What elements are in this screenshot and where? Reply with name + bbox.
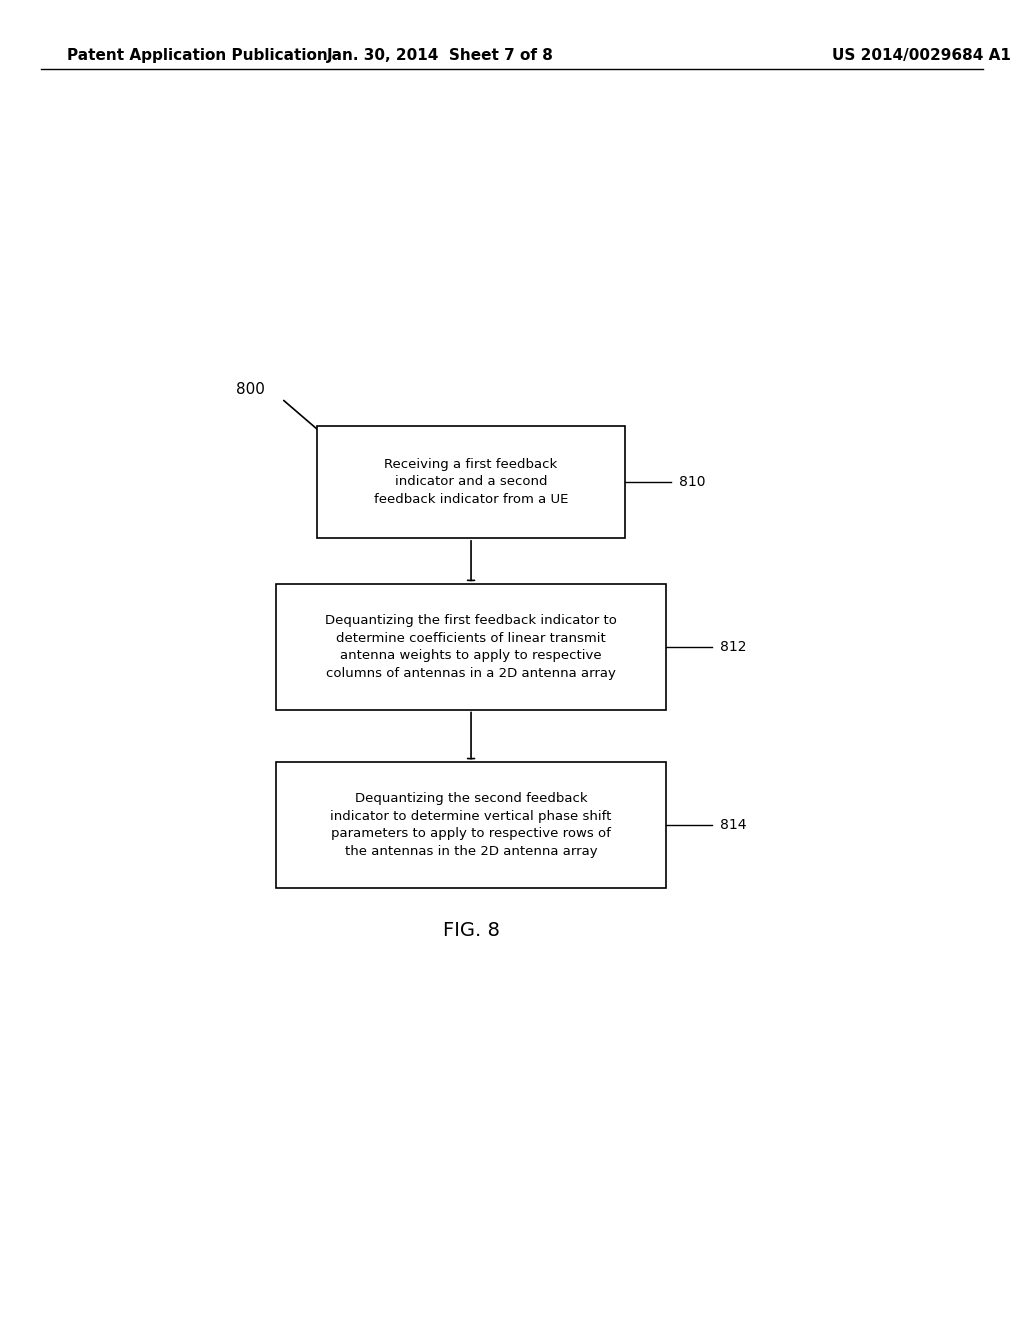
Text: Dequantizing the first feedback indicator to
determine coefficients of linear tr: Dequantizing the first feedback indicato…: [325, 614, 617, 680]
Text: 812: 812: [720, 640, 746, 653]
Bar: [276, 583, 666, 710]
Bar: [276, 763, 666, 887]
Text: FIG. 8: FIG. 8: [442, 921, 500, 940]
Text: 810: 810: [679, 475, 706, 488]
Text: Patent Application Publication: Patent Application Publication: [67, 48, 328, 63]
Text: Jan. 30, 2014  Sheet 7 of 8: Jan. 30, 2014 Sheet 7 of 8: [327, 48, 554, 63]
Text: US 2014/0029684 A1: US 2014/0029684 A1: [833, 48, 1011, 63]
Text: Dequantizing the second feedback
indicator to determine vertical phase shift
par: Dequantizing the second feedback indicat…: [331, 792, 611, 858]
Bar: [317, 425, 625, 539]
Text: 800: 800: [237, 381, 265, 397]
Text: Receiving a first feedback
indicator and a second
feedback indicator from a UE: Receiving a first feedback indicator and…: [374, 458, 568, 506]
Text: 814: 814: [720, 818, 746, 832]
